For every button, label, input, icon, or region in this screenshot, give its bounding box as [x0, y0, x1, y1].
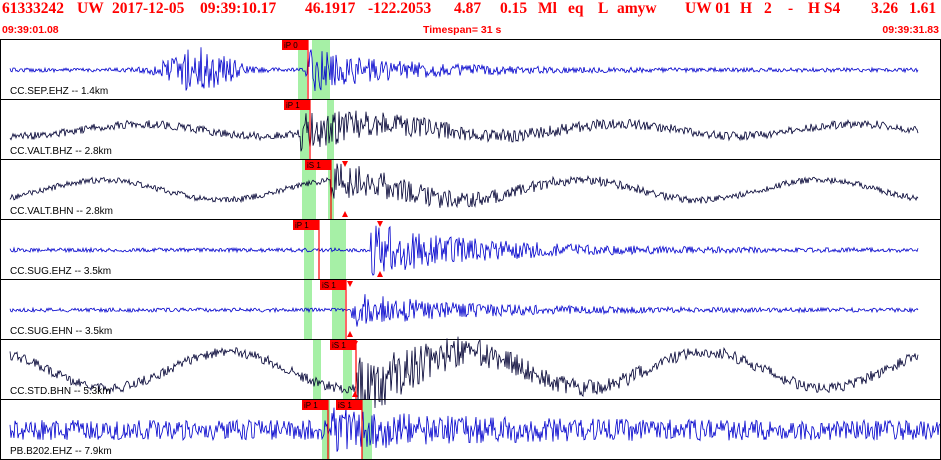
- pick-label: iP 1: [304, 401, 318, 410]
- pick-flag[interactable]: [293, 220, 319, 230]
- pick-flag[interactable]: [320, 280, 346, 290]
- event-summary-line: 61333242 UW 2017-12-05 09:39:10.17 46.19…: [2, 0, 939, 18]
- event-author: amyw: [617, 0, 657, 17]
- phase-window: [313, 340, 321, 399]
- event-mag-type: Ml: [538, 0, 557, 17]
- pick-flag[interactable]: [336, 400, 362, 410]
- event-value2: 1.61: [909, 0, 937, 17]
- phase-window: [330, 220, 346, 279]
- pick-flag[interactable]: [282, 40, 308, 50]
- waveform: [9, 163, 919, 209]
- event-header: 61333242 UW 2017-12-05 09:39:10.17 46.19…: [0, 0, 941, 36]
- trace-row: iP 0 CC.SEP.EHZ -- 1.4km: [9, 40, 919, 99]
- phase-pick[interactable]: iS 1: [336, 400, 363, 459]
- event-date: 2017-12-05: [112, 0, 185, 17]
- amplitude-marker-bottom: [377, 271, 383, 277]
- event-longitude: -122.2053: [368, 0, 432, 17]
- seismogram-panel: iP 0 CC.SEP.EHZ -- 1.4km iP 1 CC.VALT.BHZ -…: [0, 39, 941, 460]
- event-id: 61333242: [2, 0, 64, 17]
- phase-pick[interactable]: iS 1: [320, 280, 347, 339]
- station-label: CC.VALT.BHZ -- 2.8km: [10, 146, 112, 157]
- phase-window: [304, 220, 314, 279]
- amplitude-marker-bottom: [347, 331, 353, 337]
- event-value1: 3.26: [871, 0, 899, 17]
- event-source: UW 01: [685, 0, 731, 17]
- event-network: UW: [77, 0, 104, 17]
- pick-flag[interactable]: [284, 100, 310, 110]
- waveform: [9, 294, 919, 327]
- phase-window: [362, 400, 372, 459]
- event-count: 2: [764, 0, 772, 17]
- station-label: PB.B202.EHZ -- 7.9km: [10, 446, 112, 457]
- pick-flag[interactable]: [330, 340, 356, 350]
- amplitude-marker-top: [342, 161, 348, 167]
- waveform: [9, 110, 919, 152]
- waveform: [9, 407, 941, 452]
- start-time-label: 09:39:01.08: [2, 24, 59, 36]
- pick-label: iP 0: [284, 41, 298, 50]
- event-quality: H: [740, 0, 753, 17]
- phase-pick[interactable]: iP 1: [302, 400, 329, 459]
- phase-pick[interactable]: iP 0: [282, 40, 309, 99]
- event-time: 09:39:10.17: [200, 0, 277, 17]
- amplitude-marker-bottom: [342, 211, 348, 217]
- trace-row: iP 1 CC.VALT.BHZ -- 2.8km: [0, 99, 941, 159]
- trace-row: iP 1 CC.SUG.EHZ -- 3.5km: [0, 219, 941, 279]
- trace-row: iS 1 CC.VALT.BHN -- 2.8km: [0, 159, 941, 219]
- pick-label: iS 1: [322, 281, 336, 290]
- phase-window: [312, 40, 330, 99]
- pick-flag[interactable]: [302, 400, 328, 410]
- pick-label: iP 1: [286, 101, 300, 110]
- phase-pick[interactable]: iS 1: [305, 160, 332, 219]
- timespan-label: Timespan= 31 s: [423, 24, 502, 36]
- pick-label: iS 1: [338, 401, 352, 410]
- trace-row: iS 1 CC.SUG.EHN -- 3.5km: [0, 279, 941, 339]
- phase-pick[interactable]: iP 1: [293, 220, 320, 279]
- trace-row: iS 1 CC.STD.BHN -- 5.3km: [0, 336, 941, 413]
- event-magnitude: 0.15: [500, 0, 528, 17]
- amplitude-marker-top: [352, 341, 358, 347]
- waveform: [9, 225, 919, 276]
- end-time-label: 09:39:31.83: [882, 24, 939, 36]
- amplitude-marker-bottom: [352, 391, 358, 397]
- pick-label: iP 1: [295, 221, 309, 230]
- trace-row: iP 1 iS 1 PB.B202.EHZ -- 7.9km: [0, 399, 941, 459]
- phase-window: [300, 100, 309, 159]
- event-latitude: 46.1917: [305, 0, 356, 17]
- amplitude-marker-top: [347, 281, 353, 287]
- waveform: [9, 336, 919, 413]
- amplitude-marker-top: [377, 221, 383, 227]
- event-depth: 4.87: [454, 0, 482, 17]
- phase-window: [343, 340, 352, 399]
- phase-pick[interactable]: iP 1: [284, 100, 311, 159]
- event-location-code: L: [598, 0, 609, 17]
- pick-label: iS 1: [307, 161, 321, 170]
- time-axis-labels: 09:39:01.08 Timespan= 31 s 09:39:31.83: [0, 24, 941, 37]
- phase-window: [302, 160, 316, 219]
- station-label: CC.SUG.EHZ -- 3.5km: [10, 266, 111, 277]
- event-quality2: H S4: [808, 0, 841, 17]
- waveform: [9, 47, 919, 92]
- station-label: CC.SUG.EHN -- 3.5km: [10, 326, 112, 337]
- event-type: eq: [568, 0, 584, 17]
- station-label: CC.STD.BHN -- 5.3km: [10, 386, 111, 397]
- phase-pick[interactable]: iS 1: [330, 340, 357, 399]
- phase-window: [322, 400, 330, 459]
- station-label: CC.VALT.BHN -- 2.8km: [10, 206, 113, 217]
- pick-label: iS 1: [332, 341, 346, 350]
- event-dash: -: [788, 0, 794, 17]
- station-label: CC.SEP.EHZ -- 1.4km: [10, 86, 108, 97]
- pick-flag[interactable]: [305, 160, 331, 170]
